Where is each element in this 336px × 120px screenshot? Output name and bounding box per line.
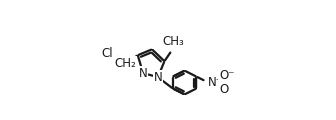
Text: Cl: Cl: [102, 47, 114, 60]
Text: O: O: [219, 83, 228, 96]
Text: N: N: [154, 71, 162, 84]
Text: CH₃: CH₃: [163, 35, 184, 48]
Text: CH₂: CH₂: [115, 57, 136, 70]
Text: O⁻: O⁻: [219, 69, 235, 82]
Text: N⁺: N⁺: [208, 76, 223, 89]
Text: N: N: [139, 67, 148, 80]
